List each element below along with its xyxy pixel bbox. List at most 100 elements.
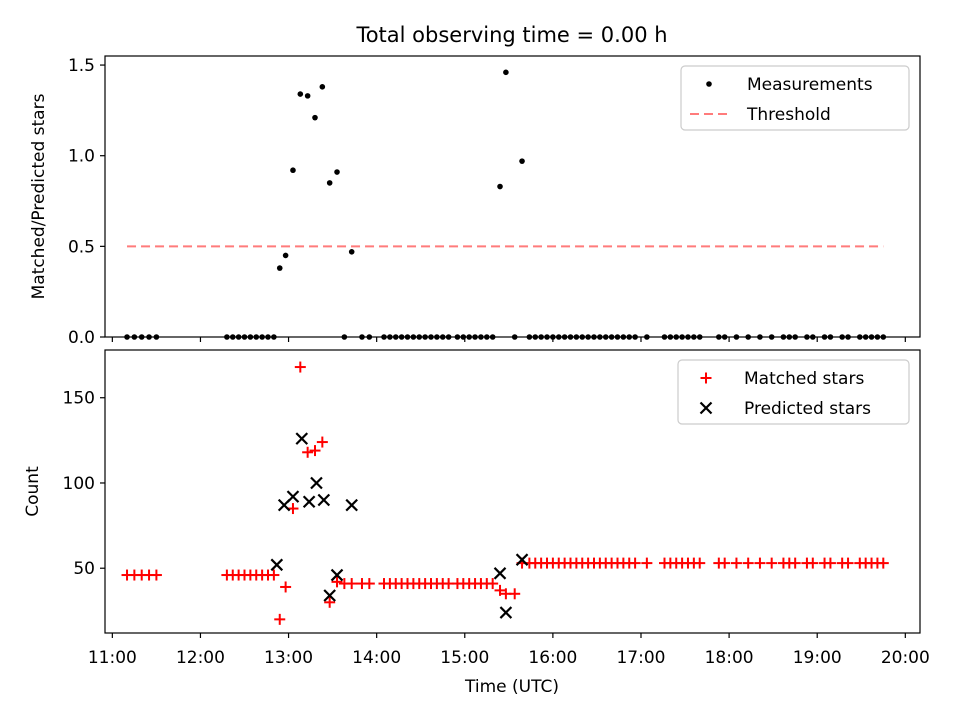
- data-point: [366, 334, 373, 340]
- data-point: [519, 158, 525, 164]
- data-point: [297, 91, 304, 97]
- data-point: [757, 334, 763, 340]
- data-point: [124, 334, 130, 340]
- data-point: [807, 557, 819, 569]
- data-point: [632, 334, 638, 340]
- data-point: [694, 557, 706, 569]
- data-point: [579, 334, 586, 340]
- x-tick-label: 20:00: [881, 648, 930, 668]
- data-point: [150, 569, 162, 581]
- data-point: [842, 557, 854, 569]
- legend-box: [680, 65, 910, 131]
- series-predicted-stars: [270, 432, 529, 619]
- top-panel-measurements: 0.0 0.5 1.0 1.5 Matched/Predicted stars Measu…: [29, 55, 921, 348]
- data-point: [567, 334, 574, 340]
- data-point: [224, 334, 230, 340]
- data-point: [511, 334, 518, 340]
- data-point: [614, 334, 621, 340]
- data-point: [326, 180, 333, 186]
- data-point: [608, 334, 615, 340]
- data-point: [493, 567, 507, 580]
- data-point: [780, 334, 787, 340]
- legend: Measurements Threshold: [680, 65, 910, 131]
- data-point: [460, 334, 467, 340]
- data-point: [810, 334, 816, 340]
- legend-label: Matched stars: [744, 369, 864, 389]
- data-point: [550, 334, 556, 340]
- data-point: [626, 334, 633, 340]
- data-point: [696, 334, 703, 340]
- y-tick-label: 0.0: [68, 328, 95, 348]
- data-point: [877, 557, 889, 569]
- data-point: [229, 334, 236, 340]
- data-point: [661, 334, 668, 340]
- data-point: [597, 334, 603, 340]
- data-point: [398, 334, 405, 340]
- data-point: [334, 169, 340, 175]
- data-point: [472, 334, 478, 340]
- data-point: [265, 334, 271, 340]
- data-point: [287, 503, 299, 515]
- data-point: [270, 558, 284, 572]
- data-point: [253, 334, 260, 340]
- data-point: [789, 557, 801, 569]
- data-point: [544, 334, 550, 340]
- data-point: [359, 334, 365, 340]
- data-point: [312, 114, 318, 121]
- data-point: [274, 613, 286, 625]
- data-point: [561, 334, 568, 340]
- legend-label: Predicted stars: [744, 399, 871, 419]
- data-point: [716, 334, 722, 340]
- x-tick-label: 12:00: [176, 648, 225, 668]
- x-axis-tick-labels: 11:00 12:00 13:00 14:00 15:00 16:00 17:00 18:00…: [88, 648, 930, 668]
- data-point: [304, 93, 311, 99]
- data-point: [845, 334, 851, 340]
- data-point: [730, 557, 742, 569]
- data-point: [331, 576, 343, 588]
- legend-label: Threshold: [746, 105, 831, 125]
- data-point: [679, 334, 685, 340]
- data-point: [719, 557, 731, 569]
- y-tick-label: 0.5: [68, 237, 95, 257]
- data-point: [422, 334, 428, 340]
- y-tick-label: 50: [73, 559, 95, 579]
- data-point: [497, 183, 503, 190]
- data-point: [319, 84, 326, 90]
- data-point: [754, 557, 766, 569]
- data-point: [602, 334, 609, 340]
- data-point: [387, 334, 393, 340]
- data-point: [555, 334, 562, 340]
- bottom-panel-counts: 50 100 150 Count Matched stars Predicted star…: [23, 349, 921, 638]
- data-point: [138, 334, 145, 340]
- data-point: [146, 334, 152, 340]
- data-point: [526, 334, 533, 340]
- data-point: [323, 589, 336, 602]
- data-point: [428, 334, 434, 340]
- data-point: [766, 557, 778, 569]
- data-point: [282, 252, 289, 259]
- data-point: [874, 334, 881, 340]
- data-point: [862, 334, 869, 340]
- x-tick-label: 15:00: [440, 648, 489, 668]
- x-tick-label: 13:00: [264, 648, 313, 668]
- data-point: [310, 476, 323, 490]
- data-point: [345, 498, 358, 512]
- data-point: [235, 334, 242, 340]
- data-point: [381, 334, 387, 340]
- x-tick-label: 19:00: [793, 648, 842, 668]
- data-point: [131, 334, 138, 340]
- data-point: [280, 581, 292, 593]
- data-point: [363, 578, 375, 590]
- data-point: [276, 265, 283, 271]
- data-point: [721, 334, 728, 340]
- data-point: [691, 334, 697, 340]
- data-point: [271, 334, 277, 340]
- chart-title: Total observing time = 0.00 h: [355, 23, 667, 47]
- data-point: [259, 334, 265, 340]
- data-point: [316, 436, 328, 448]
- data-point: [827, 334, 834, 340]
- data-point: [503, 69, 509, 76]
- data-point: [667, 334, 674, 340]
- data-point: [439, 334, 446, 340]
